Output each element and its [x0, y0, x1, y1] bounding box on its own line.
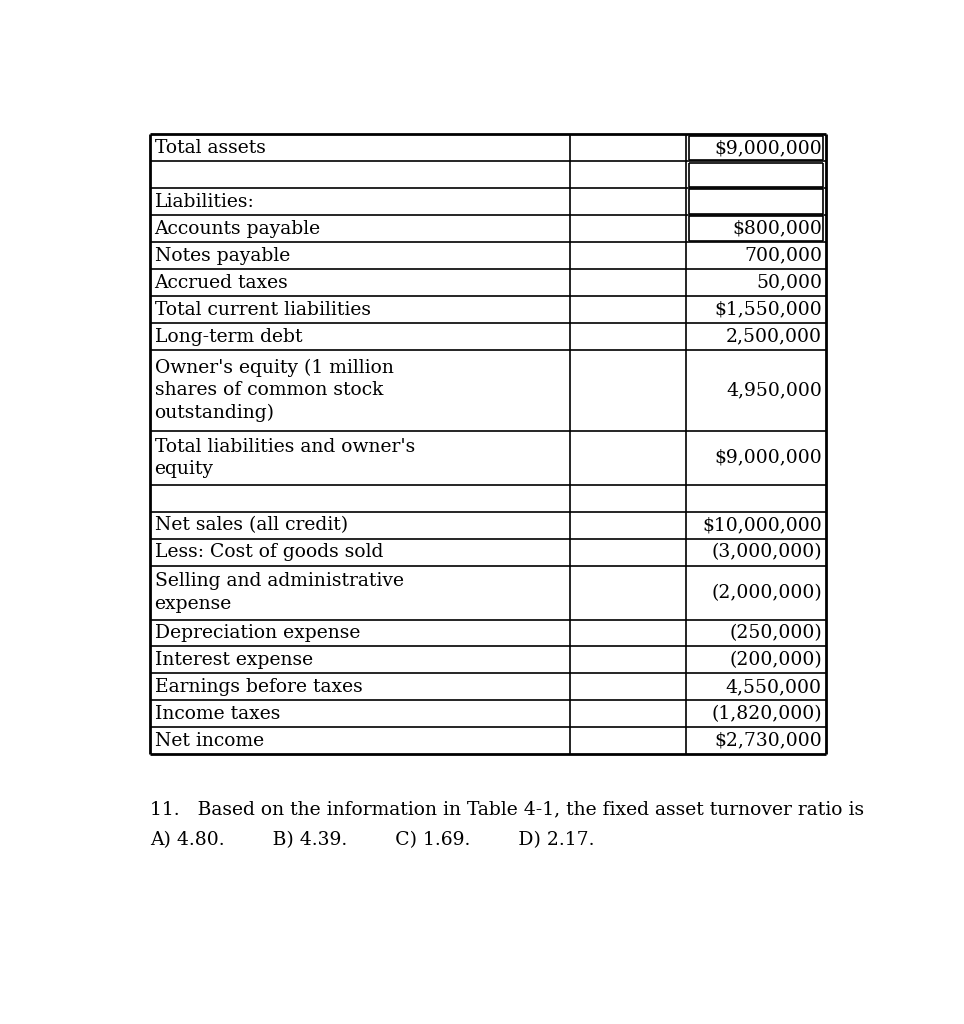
- Text: $9,000,000: $9,000,000: [714, 449, 822, 467]
- Text: Notes payable: Notes payable: [154, 247, 290, 265]
- Text: A) 4.80.        B) 4.39.        C) 1.69.        D) 2.17.: A) 4.80. B) 4.39. C) 1.69. D) 2.17.: [150, 831, 595, 849]
- Text: $2,730,000: $2,730,000: [714, 732, 822, 750]
- Text: $1,550,000: $1,550,000: [714, 301, 822, 318]
- Text: Depreciation expense: Depreciation expense: [154, 624, 360, 642]
- Text: Liabilities:: Liabilities:: [154, 193, 254, 211]
- Text: 2,500,000: 2,500,000: [726, 328, 822, 345]
- Text: (1,820,000): (1,820,000): [711, 705, 822, 723]
- Text: (250,000): (250,000): [729, 624, 822, 642]
- Text: Total assets: Total assets: [154, 139, 265, 157]
- Text: Interest expense: Interest expense: [154, 651, 312, 669]
- Text: Net sales (all credit): Net sales (all credit): [154, 516, 348, 535]
- Text: Income taxes: Income taxes: [154, 705, 280, 723]
- Text: $10,000,000: $10,000,000: [702, 516, 822, 535]
- Text: 700,000: 700,000: [744, 247, 822, 265]
- Text: $9,000,000: $9,000,000: [714, 139, 822, 157]
- Text: Total liabilities and owner's
equity: Total liabilities and owner's equity: [154, 437, 415, 478]
- Text: $800,000: $800,000: [732, 220, 822, 238]
- Text: Selling and administrative
expense: Selling and administrative expense: [154, 572, 404, 612]
- Text: Total current liabilities: Total current liabilities: [154, 301, 370, 318]
- Text: Earnings before taxes: Earnings before taxes: [154, 678, 362, 696]
- Text: Accrued taxes: Accrued taxes: [154, 273, 288, 292]
- Text: 11.   Based on the information in Table 4-1, the fixed asset turnover ratio is: 11. Based on the information in Table 4-…: [150, 801, 864, 818]
- Text: (2,000,000): (2,000,000): [711, 584, 822, 601]
- Text: 4,550,000: 4,550,000: [726, 678, 822, 696]
- Text: Accounts payable: Accounts payable: [154, 220, 321, 238]
- Text: Net income: Net income: [154, 732, 264, 750]
- Text: (200,000): (200,000): [729, 651, 822, 669]
- Text: Owner's equity (1 million
shares of common stock
outstanding): Owner's equity (1 million shares of comm…: [154, 359, 393, 422]
- Text: 4,950,000: 4,950,000: [726, 382, 822, 399]
- Text: Long-term debt: Long-term debt: [154, 328, 302, 345]
- Text: (3,000,000): (3,000,000): [711, 543, 822, 561]
- Text: Less: Cost of goods sold: Less: Cost of goods sold: [154, 543, 383, 561]
- Text: 50,000: 50,000: [756, 273, 822, 292]
